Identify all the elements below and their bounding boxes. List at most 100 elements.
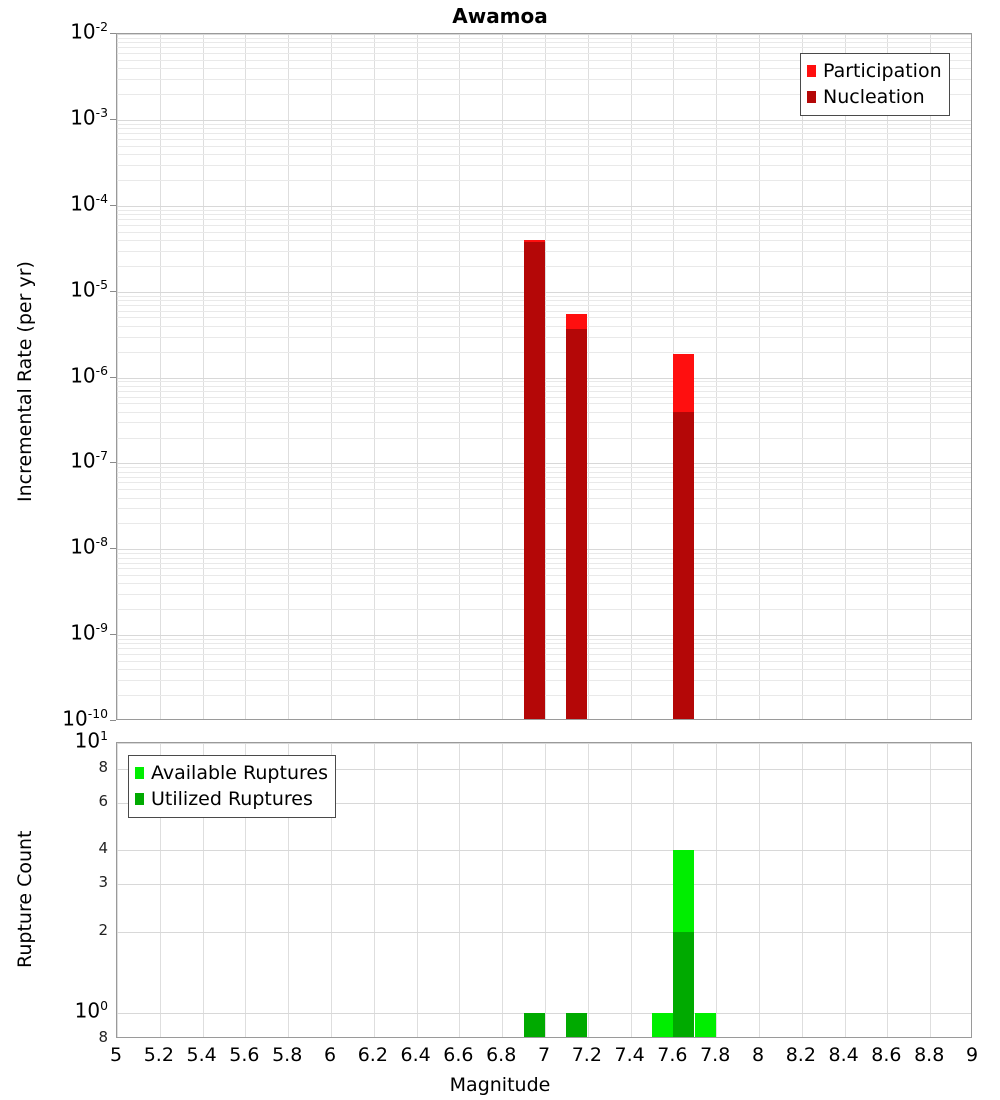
y-tick-mark (110, 720, 116, 721)
x-tick-label: 7 (537, 1044, 551, 1066)
y-tick-mark (110, 33, 116, 34)
y-tick-label: 10-6 (70, 362, 108, 388)
gridline-horizontal (117, 94, 971, 95)
y-tick-label: 10-9 (70, 620, 108, 645)
x-tick-label: 5.2 (143, 1044, 174, 1066)
gridline-vertical (845, 34, 846, 719)
gridline-horizontal (117, 769, 971, 770)
y-tick-label: 10-3 (70, 104, 108, 130)
gridline-vertical (545, 743, 546, 1037)
legend-item[interactable]: Nucleation (807, 84, 942, 110)
x-tick-label: 6.2 (357, 1044, 388, 1066)
y-tick-label: 10-5 (70, 276, 108, 302)
gridline-vertical (245, 743, 246, 1037)
gridline-horizontal (117, 133, 971, 134)
legend-swatch-icon (135, 767, 144, 779)
y-tick-mark (110, 291, 116, 292)
y-tick-label: 10-2 (70, 19, 108, 44)
gridline-vertical (759, 743, 760, 1037)
gridline-vertical (802, 34, 803, 719)
gridline-vertical (930, 743, 931, 1037)
bar-utilized-ruptures (524, 1013, 545, 1037)
x-tick-label: 5.6 (229, 1044, 260, 1066)
bar-available-ruptures (695, 1013, 716, 1037)
x-axis-title-magnitude: Magnitude (449, 1074, 551, 1096)
gridline-vertical (203, 34, 204, 719)
gridline-vertical (160, 34, 161, 719)
x-tick-label: 6 (323, 1044, 337, 1066)
y-tick-mark (110, 119, 116, 120)
x-tick-label: 5 (109, 1044, 123, 1066)
gridline-horizontal (117, 232, 971, 233)
x-tick-label: 8.6 (871, 1044, 902, 1066)
y-tick-label: 10-10 (62, 706, 108, 731)
y-tick-label: 10-7 (70, 448, 108, 474)
gridline-vertical (374, 34, 375, 719)
x-tick-label: 6.6 (443, 1044, 474, 1066)
y-tick-label-minor: 8 (98, 1028, 108, 1046)
y-tick-label-minor: 4 (98, 839, 108, 858)
y-tick-label: 10-8 (70, 534, 108, 559)
bar-nucleation (566, 329, 587, 719)
legend-item[interactable]: Available Ruptures (135, 760, 328, 786)
gridline-horizontal (117, 128, 971, 129)
gridline-vertical (502, 34, 503, 719)
gridline-horizontal (117, 34, 971, 35)
gridline-horizontal (117, 60, 971, 61)
gridline-vertical (631, 743, 632, 1037)
gridline-vertical (117, 34, 118, 719)
gridline-vertical (502, 743, 503, 1037)
y-tick-label-minor: 6 (98, 791, 108, 810)
y-tick-mark (110, 377, 116, 378)
gridline-vertical (930, 34, 931, 719)
legend-label: Participation (823, 59, 942, 82)
y-tick-mark (110, 634, 116, 635)
gridline-horizontal (117, 850, 971, 851)
incremental-rate-panel (116, 33, 972, 720)
x-tick-label: 8.2 (785, 1044, 816, 1066)
legend-item[interactable]: Utilized Ruptures (135, 786, 328, 812)
gridline-vertical (417, 34, 418, 719)
legend-item[interactable]: Participation (807, 58, 942, 84)
legend-swatch-icon (807, 91, 816, 103)
gridline-vertical (331, 743, 332, 1037)
gridline-vertical (631, 34, 632, 719)
x-tick-label: 6.8 (486, 1044, 517, 1066)
legend-swatch-icon (807, 65, 816, 77)
gridline-horizontal (117, 146, 971, 147)
y-tick-mark (110, 205, 116, 206)
gridline-horizontal (117, 884, 971, 885)
rupture-count-legend: Available Ruptures Utilized Ruptures (128, 755, 336, 818)
x-tick-label: 6.4 (400, 1044, 431, 1066)
gridline-vertical (588, 743, 589, 1037)
gridline-horizontal (117, 225, 971, 226)
legend-label: Available Ruptures (151, 761, 328, 784)
x-tick-label: 7.6 (657, 1044, 688, 1066)
gridline-vertical (459, 34, 460, 719)
gridline-vertical (716, 34, 717, 719)
gridline-vertical (802, 743, 803, 1037)
x-tick-label: 8 (751, 1044, 765, 1066)
gridline-vertical (887, 34, 888, 719)
gridline-vertical (374, 743, 375, 1037)
gridline-horizontal (117, 53, 971, 54)
legend-label: Nucleation (823, 85, 925, 108)
bar-nucleation (673, 412, 694, 719)
gridline-horizontal (117, 79, 971, 80)
gridline-horizontal (117, 206, 971, 207)
gridline-horizontal (117, 180, 971, 181)
gridline-horizontal (117, 47, 971, 48)
page-title: Awamoa (452, 4, 548, 28)
y-tick-label-minor: 8 (98, 758, 108, 777)
gridline-vertical (588, 34, 589, 719)
x-tick-label: 9 (965, 1044, 979, 1066)
gridline-horizontal (117, 124, 971, 125)
x-tick-label: 7.8 (700, 1044, 731, 1066)
x-tick-label: 7.4 (614, 1044, 645, 1066)
gridline-vertical (331, 34, 332, 719)
gridline-horizontal (117, 214, 971, 215)
bar-utilized-ruptures (566, 1013, 587, 1037)
gridline-vertical (160, 743, 161, 1037)
y-tick-mark (110, 462, 116, 463)
